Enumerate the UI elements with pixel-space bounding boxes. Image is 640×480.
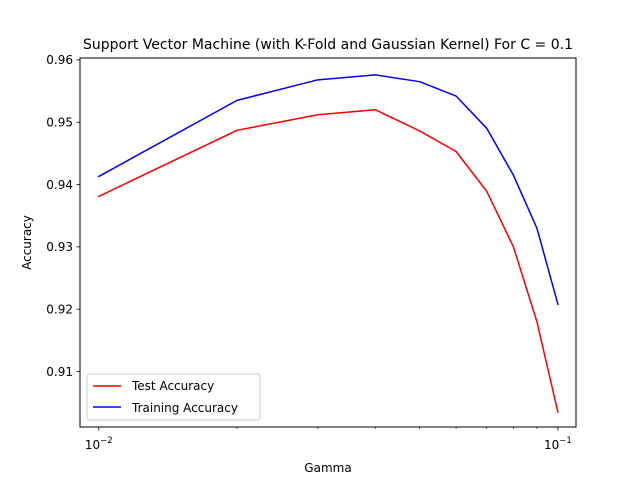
x-axis-label: Gamma (304, 461, 351, 475)
legend-box (86, 373, 261, 421)
y-tick-label: 0.95 (46, 116, 73, 130)
legend-label-training-accuracy: Training Accuracy (131, 401, 238, 415)
x-tick-label: 10−2 (85, 436, 113, 452)
chart-title: Support Vector Machine (with K-Fold and … (83, 37, 573, 53)
legend: Test Accuracy Training Accuracy (86, 373, 261, 421)
plot-area: 0.910.920.930.940.950.96 10−2 10−1 (46, 53, 577, 452)
y-tick-label: 0.96 (46, 53, 73, 67)
x-tick-label: 10−1 (544, 436, 572, 452)
x-tick-label-base: 10 (85, 438, 100, 452)
y-axis-ticks: 0.91 0.92 0.93 0.94 0.95 0.96 (46, 53, 80, 379)
series-line-test-accuracy (97, 108, 559, 413)
axes-frame (79, 57, 577, 428)
y-tick-label: 0.92 (46, 302, 73, 316)
legend-label-test-accuracy: Test Accuracy (131, 379, 214, 393)
y-tick-label: 0.93 (46, 240, 73, 254)
y-axis-label: Accuracy (20, 215, 34, 270)
x-axis-ticks: 10−2 10−1 (85, 427, 572, 452)
y-tick-label: 0.91 (46, 365, 73, 379)
x-tick-label-base: 10 (544, 438, 559, 452)
series-lines (97, 74, 559, 413)
x-tick-label-exponent: −1 (559, 436, 572, 446)
y-tick-label: 0.94 (46, 178, 73, 192)
x-tick-label-exponent: −2 (100, 436, 113, 446)
series-line-training-accuracy (97, 74, 559, 306)
